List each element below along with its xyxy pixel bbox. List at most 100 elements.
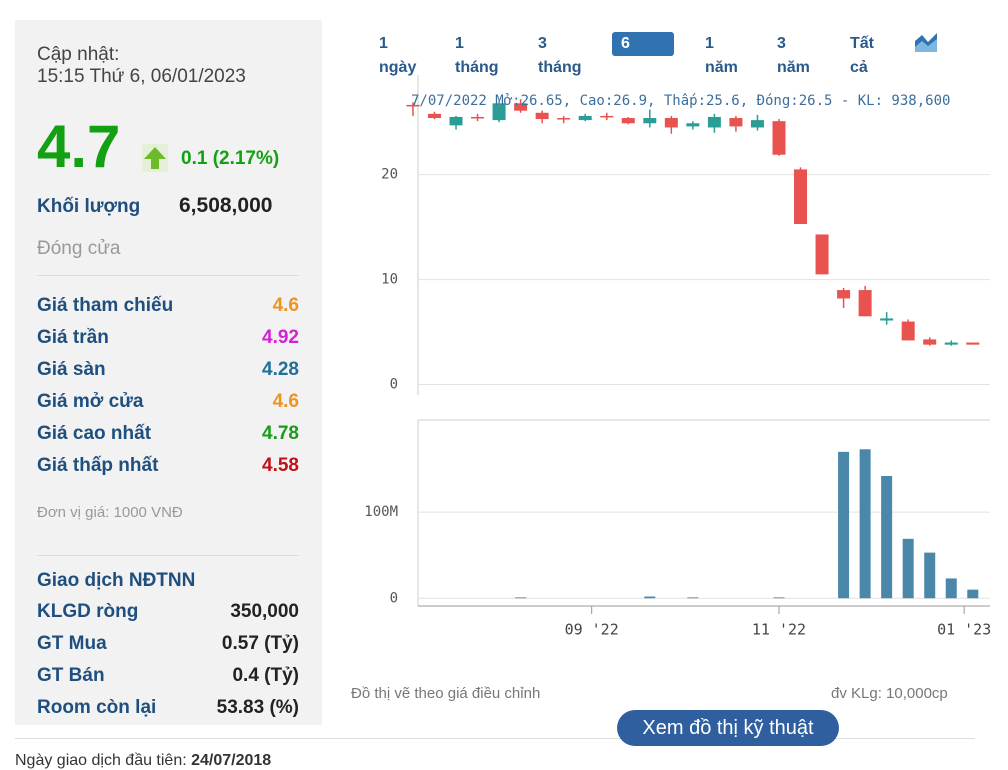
quote-panel: Cập nhật: 15:15 Thứ 6, 06/01/2023 4.7 0.… — [15, 20, 322, 725]
foreign-row: GT Mua 0.57 (Tỷ) — [37, 633, 299, 661]
y-tick-label: 0 — [390, 590, 398, 606]
row-value: 350,000 — [230, 601, 299, 622]
candle-body — [449, 116, 463, 126]
volume-bar — [902, 538, 914, 599]
row-value: 4.92 — [262, 327, 299, 348]
update-time: 15:15 Thứ 6, 06/01/2023 — [37, 66, 246, 87]
candle-body — [686, 123, 700, 127]
x-tick-label: 11 '22 — [752, 621, 806, 639]
chart: 0 10 20 7/07/2022 Mở:26.65, Cao:26.9, Thấp:… — [364, 75, 991, 639]
row-label: Giá mở cửa — [37, 391, 144, 412]
candle-body — [406, 104, 420, 107]
x-tick-label: 01 '23 — [937, 621, 991, 639]
row-label: Giá trần — [37, 327, 109, 348]
volume-bar — [687, 597, 699, 599]
chart-type-icon[interactable] — [914, 31, 938, 53]
price-row: Giá tham chiếu 4.6 — [37, 295, 299, 323]
row-value: 4.6 — [272, 295, 299, 316]
price-change: 0.1 (2.17%) — [181, 148, 280, 169]
volume-bar — [859, 449, 871, 599]
note-left: Đồ thị vẽ theo giá điều chỉnh — [351, 685, 541, 702]
footer: Ngày giao dịch đầu tiên: 24/07/2018 — [15, 752, 271, 770]
row-value: 0.4 (Tỷ) — [232, 665, 299, 686]
candle-body — [621, 118, 635, 124]
volume-bar — [644, 596, 656, 599]
price-row: Giá cao nhất 4.78 — [37, 423, 299, 451]
footer-label: Ngày giao dịch đầu tiên: — [15, 752, 187, 769]
y-tick-label: 100M — [364, 504, 398, 520]
price: 4.7 — [37, 113, 121, 180]
footer-value: 24/07/2018 — [191, 752, 272, 769]
candle-body — [471, 116, 485, 119]
candle-body — [944, 342, 958, 345]
note-right: đv KLg: 10,000cp — [831, 685, 948, 702]
row-label: Giá tham chiếu — [37, 295, 174, 316]
divider — [37, 275, 299, 276]
row-value: 53.83 (%) — [216, 697, 299, 718]
volume-bar — [881, 475, 893, 599]
price-row: Giá sàn 4.28 — [37, 359, 299, 387]
candle-body — [557, 118, 571, 120]
price-row: Giá trần 4.92 — [37, 327, 299, 355]
candle-body — [750, 120, 764, 128]
row-value: 4.78 — [262, 423, 299, 444]
volume: 6,508,000 — [179, 194, 273, 217]
row-label: Giá sàn — [37, 359, 106, 380]
candle-body — [794, 169, 808, 224]
range-button[interactable]: 6 tháng — [612, 32, 674, 76]
y-tick-label: 10 — [381, 272, 398, 288]
foreign-title: Giao dịch NĐTNN — [37, 570, 196, 591]
foreign-row: KLGD ròng 350,000 — [37, 601, 299, 629]
volume-bar — [924, 552, 936, 599]
range-button[interactable]: 3 năm — [777, 35, 810, 76]
foreign-row: Room còn lại 53.83 (%) — [37, 697, 299, 725]
candle-body — [837, 290, 851, 299]
foreign-row: GT Bán 0.4 (Tỷ) — [37, 665, 299, 693]
candle-body — [514, 103, 528, 111]
unit-note: Đơn vị giá: 1000 VNĐ — [37, 504, 183, 521]
range-button[interactable]: 1 năm — [705, 35, 738, 76]
row-value: 4.6 — [272, 391, 299, 412]
candle-body — [858, 290, 872, 317]
candle-body — [492, 103, 506, 121]
row-label: Giá thấp nhất — [37, 455, 159, 476]
price-row: Giá thấp nhất 4.58 — [37, 455, 299, 483]
y-tick-label: 0 — [390, 377, 398, 393]
technical-chart-button[interactable]: Xem đồ thị kỹ thuật — [617, 710, 839, 746]
candle-body — [729, 118, 743, 127]
row-value: 0.57 (Tỷ) — [221, 633, 299, 654]
range-button[interactable]: 1 tháng — [455, 35, 499, 76]
candle-body — [815, 234, 829, 275]
row-label: KLGD ròng — [37, 601, 139, 622]
row-value: 4.58 — [262, 455, 299, 476]
annotation: 7/07/2022 Mở:26.65, Cao:26.9, Thấp:25.6,… — [411, 93, 950, 109]
candle-body — [923, 339, 937, 345]
candle-body — [535, 112, 549, 120]
volume-bar — [515, 597, 527, 599]
row-label: Giá cao nhất — [37, 423, 152, 444]
candle-body — [600, 115, 614, 118]
volume-bar — [838, 451, 850, 599]
volume-bar — [967, 589, 979, 599]
volume-label: Khối lượng — [37, 196, 141, 217]
candle-body — [643, 118, 657, 124]
row-value: 4.28 — [262, 359, 299, 380]
candle-body — [664, 118, 678, 128]
candle-body — [901, 321, 915, 341]
range-button[interactable]: Tất cả — [850, 35, 874, 76]
range-button[interactable]: 3 tháng — [538, 35, 582, 76]
candle-body — [966, 342, 980, 345]
divider — [15, 738, 975, 739]
y-tick-label: 20 — [381, 167, 398, 183]
range-button[interactable]: 1 ngày — [379, 35, 417, 76]
up-arrow-icon — [142, 144, 168, 172]
x-tick-label: 09 '22 — [565, 621, 619, 639]
volume-bar — [945, 578, 957, 599]
volume-bar — [773, 597, 785, 599]
candle-body — [578, 115, 592, 121]
status: Đóng cửa — [37, 238, 121, 259]
candle-body — [880, 318, 894, 321]
update-label: Cập nhật: — [37, 44, 120, 65]
candle-body — [707, 116, 721, 128]
